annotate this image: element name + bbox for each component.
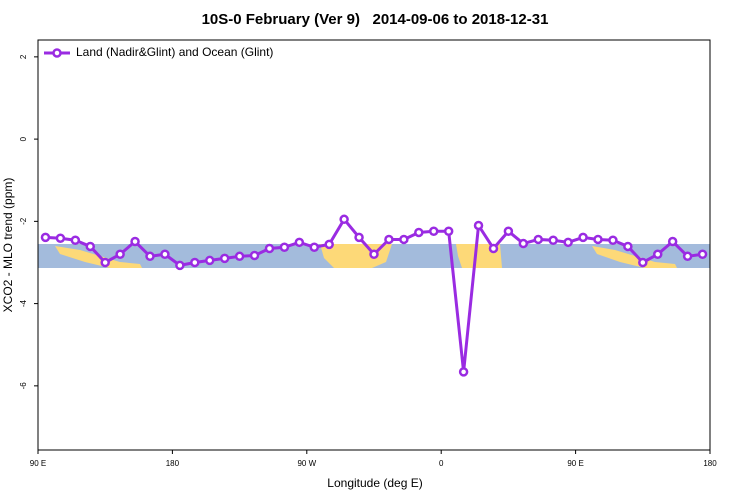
series-line	[45, 216, 703, 373]
point	[652, 249, 663, 260]
point	[593, 234, 603, 245]
point	[354, 232, 364, 243]
point	[697, 249, 708, 260]
point	[428, 226, 439, 236]
point	[533, 234, 544, 245]
point	[488, 243, 499, 254]
point	[667, 236, 678, 247]
y-tick-label: -6	[19, 382, 28, 390]
point	[503, 226, 514, 236]
point	[204, 255, 215, 266]
y-tick-label: 2	[19, 54, 28, 59]
y-axis-label: XCO2 - MLO trend (ppm)	[1, 178, 15, 313]
point	[518, 238, 529, 249]
point	[339, 214, 349, 225]
point	[130, 236, 140, 247]
x-tick-label: 90 E	[30, 459, 46, 468]
point	[85, 241, 96, 252]
y-tick-label: -4	[19, 299, 28, 307]
point	[100, 257, 110, 268]
point	[40, 232, 51, 243]
point	[414, 227, 424, 238]
point	[309, 242, 320, 253]
legend-label: Land (Nadir&Glint) and Ocean (Glint)	[76, 45, 273, 59]
point	[578, 232, 588, 243]
point	[638, 257, 648, 268]
x-tick-label: 90 W	[297, 459, 316, 468]
x-tick-label: 90 E	[567, 459, 583, 468]
point	[399, 234, 409, 245]
point	[145, 251, 155, 262]
point	[115, 249, 125, 260]
chart-title: 10S-0 February (Ver 9) 2014-09-06 to 201…	[202, 11, 549, 28]
point	[623, 241, 633, 252]
point	[324, 239, 334, 250]
point	[279, 242, 290, 253]
point	[249, 250, 260, 261]
x-axis-label: Longitude (deg E)	[327, 476, 422, 490]
legend-marker	[52, 48, 62, 58]
point	[219, 253, 230, 264]
y-tick-label: 0	[19, 136, 28, 141]
point	[443, 226, 454, 236]
x-tick-label: 180	[703, 459, 717, 468]
point	[264, 243, 275, 254]
plot-frame	[37, 39, 711, 451]
point	[608, 235, 618, 246]
point	[55, 233, 66, 243]
x-tick-label: 0	[439, 459, 444, 468]
point	[294, 237, 305, 248]
point	[160, 249, 170, 260]
land-patch	[592, 246, 677, 268]
y-tick-label: -2	[19, 217, 28, 225]
point	[458, 367, 469, 377]
point	[175, 260, 185, 271]
x-tick-label: 180	[166, 459, 180, 468]
point	[190, 257, 200, 268]
point	[70, 235, 81, 246]
point	[369, 249, 379, 260]
point	[563, 237, 573, 248]
point	[234, 251, 245, 262]
point	[384, 234, 394, 245]
point	[682, 251, 693, 262]
point	[473, 220, 484, 231]
point	[548, 235, 558, 246]
